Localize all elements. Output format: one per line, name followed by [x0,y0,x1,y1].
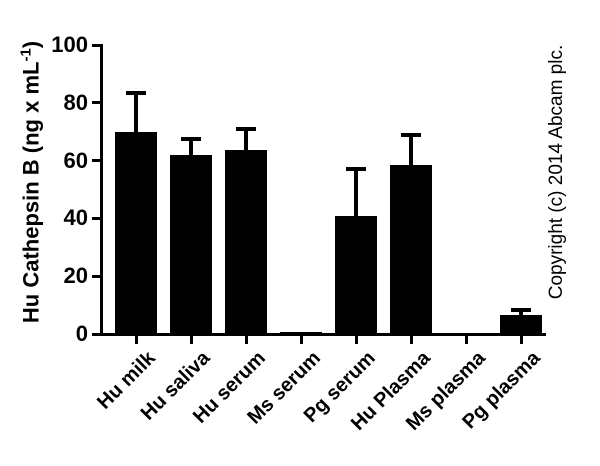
y-tick [92,159,100,163]
x-tick [244,335,248,344]
y-tick [92,216,100,220]
error-bar-cap-hu-milk [126,90,146,95]
y-tick [92,101,100,105]
x-tick [299,335,303,344]
x-tick [354,335,358,344]
error-bar-stem-hu-plasma [409,134,413,171]
y-tick [92,274,100,278]
y-tick-label: 100 [51,32,88,57]
x-tick [464,335,468,344]
error-bar-cap-pg-plasma [511,308,531,312]
bar-hu-saliva [170,155,212,335]
y-tick-label: 40 [63,205,88,231]
y-axis-line [100,43,103,336]
bar-hu-serum [225,150,267,335]
y-tick-label: 80 [63,89,88,115]
y-tick [92,332,100,336]
y-tick [92,43,100,47]
bar-hu-milk [115,132,157,335]
x-axis-line [100,332,546,336]
x-tick [134,335,138,344]
error-bar-stem-pg-serum [354,169,358,222]
x-tick [519,335,523,344]
bar-pg-serum [335,216,377,335]
error-bar-stem-pg-plasma [519,310,523,322]
error-bar-cap-hu-serum [236,126,256,131]
y-tick-label: 20 [63,263,88,289]
error-bar-cap-hu-plasma [401,132,421,137]
error-bar-cap-pg-serum [346,167,366,172]
x-tick [189,335,193,344]
x-tick [409,335,413,344]
error-bar-stem-hu-milk [134,92,138,138]
error-bar-stem-hu-saliva [189,138,193,161]
bar-ms-serum [280,332,322,335]
error-bar-cap-hu-saliva [181,136,201,141]
copyright-watermark: Copyright (c) 2014 Abcam plc. [546,44,567,300]
y-tick-label: 60 [63,147,88,173]
y-tick-label: 0 [75,321,88,346]
bar-hu-plasma [390,165,432,335]
error-bar-stem-hu-serum [244,128,248,157]
bar-pg-plasma [500,315,542,335]
